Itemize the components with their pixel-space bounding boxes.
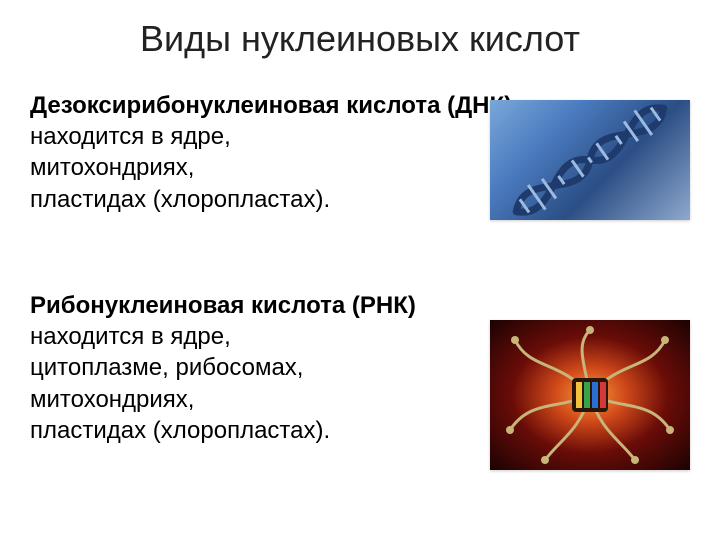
dna-double-helix-image: [490, 100, 690, 220]
rna-heading: Рибонуклеиновая кислота (РНК): [30, 290, 690, 321]
slide-title: Виды нуклеиновых кислот: [0, 18, 720, 60]
rna-molecule-image: [490, 320, 690, 470]
rna-strand-icon: [490, 320, 690, 470]
slide: Виды нуклеиновых кислот Дезоксирибонукле…: [0, 0, 720, 540]
dna-helix-icon: [490, 100, 690, 220]
